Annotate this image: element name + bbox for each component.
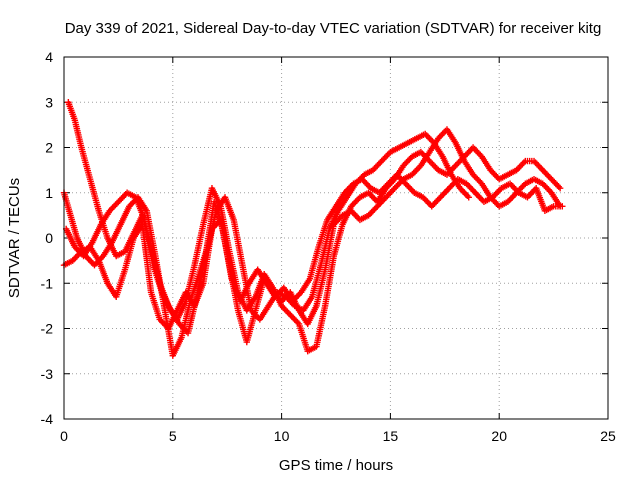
x-tick-label: 10 [274, 428, 290, 444]
y-tick-label: 3 [45, 94, 53, 110]
data-point [465, 194, 472, 201]
series-sat-track-4 [62, 171, 566, 337]
y-tick-label: 0 [45, 230, 53, 246]
axis-ticks: 0 5 10 15 20 25 -4 -3 -2 -1 0 1 2 3 4 [41, 49, 616, 444]
plot-frame [63, 56, 609, 420]
chart-title: Day 339 of 2021, Sidereal Day-to-day VTE… [65, 20, 602, 37]
x-tick-label: 5 [169, 428, 177, 444]
x-tick-label: 25 [600, 428, 616, 444]
grid [64, 57, 608, 419]
series-sat-track-1 [60, 130, 472, 359]
series-sat-track-3 [60, 126, 564, 346]
y-tick-label: 2 [45, 140, 53, 156]
y-tick-label: -2 [41, 321, 54, 337]
x-tick-label: 15 [383, 428, 399, 444]
y-tick-label: -3 [41, 366, 54, 382]
y-axis-label: SDTVAR / TECUs [6, 178, 23, 298]
data-point [559, 203, 566, 210]
y-tick-label: 1 [45, 185, 53, 201]
y-tick-label: -4 [41, 411, 54, 427]
data-points [60, 99, 566, 359]
y-tick-label: -1 [41, 275, 54, 291]
x-tick-label: 20 [491, 428, 507, 444]
x-tick-label: 0 [60, 428, 68, 444]
y-tick-label: 4 [45, 49, 53, 65]
x-axis-label: GPS time / hours [279, 457, 393, 474]
data-point [556, 185, 564, 192]
